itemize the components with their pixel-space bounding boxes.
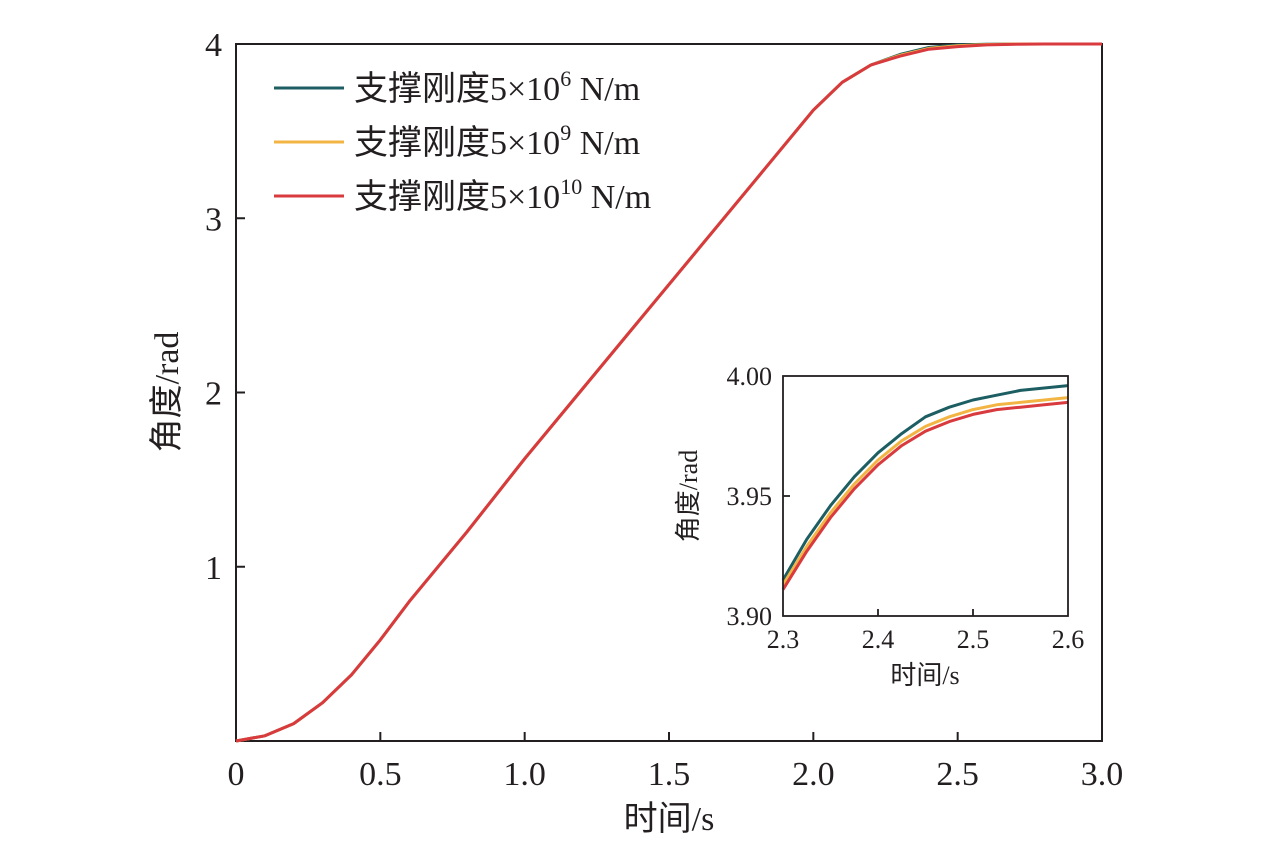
inset-x-axis-label: 时间/s bbox=[890, 661, 959, 690]
inset-y-axis-label: 角度/rad bbox=[674, 450, 703, 542]
inset-x-tick-label: 2.5 bbox=[957, 625, 990, 654]
legend-label-1: 支撑刚度5×106 N/m bbox=[354, 66, 640, 108]
inset-x-tick-label: 2.4 bbox=[862, 625, 895, 654]
y-tick-label: 4 bbox=[205, 27, 222, 64]
legend-label-3: 支撑刚度5×1010 N/m bbox=[354, 174, 651, 216]
inset-x-tick-label: 2.6 bbox=[1052, 625, 1085, 654]
x-tick-label: 1.5 bbox=[648, 756, 691, 793]
inset-axis-ticks: 2.3 2.4 2.5 2.6 3.90 3.95 4.00 bbox=[727, 362, 1085, 654]
y-tick-label: 2 bbox=[205, 376, 222, 413]
inset-y-tick-label: 3.90 bbox=[727, 602, 773, 631]
series-line-3 bbox=[235, 42, 1102, 743]
x-tick-label: 2.0 bbox=[792, 756, 835, 793]
main-y-axis-label: 角度/rad bbox=[148, 332, 186, 453]
inset-series-line-3 bbox=[781, 400, 1069, 591]
inset-x-tick-label: 2.3 bbox=[767, 625, 800, 654]
inset-series-line-2 bbox=[781, 396, 1069, 586]
main-x-axis-label: 时间/s bbox=[624, 801, 715, 838]
inset-series-line-1 bbox=[781, 384, 1069, 581]
y-tick-label: 3 bbox=[205, 201, 222, 238]
x-tick-label: 3.0 bbox=[1081, 756, 1124, 793]
x-tick-label: 0.5 bbox=[359, 756, 402, 793]
main-axis-ticks: 0 0.5 1.0 1.5 2.0 2.5 3.0 1 2 3 4 bbox=[205, 27, 1123, 793]
x-tick-label: 1.0 bbox=[503, 756, 546, 793]
main-series-lines bbox=[235, 42, 1102, 743]
inset-y-tick-label: 4.00 bbox=[727, 362, 773, 391]
inset-plot-background bbox=[783, 376, 1068, 616]
inset-y-tick-label: 3.95 bbox=[727, 482, 773, 511]
x-tick-label: 0 bbox=[228, 756, 245, 793]
legend: 支撑刚度5×106 N/m 支撑刚度5×109 N/m 支撑刚度5×1010 N/m bbox=[274, 66, 651, 216]
inset-series-lines bbox=[781, 384, 1069, 591]
legend-label-2: 支撑刚度5×109 N/m bbox=[354, 120, 640, 162]
x-tick-label: 2.5 bbox=[936, 756, 979, 793]
y-tick-label: 1 bbox=[205, 550, 222, 587]
